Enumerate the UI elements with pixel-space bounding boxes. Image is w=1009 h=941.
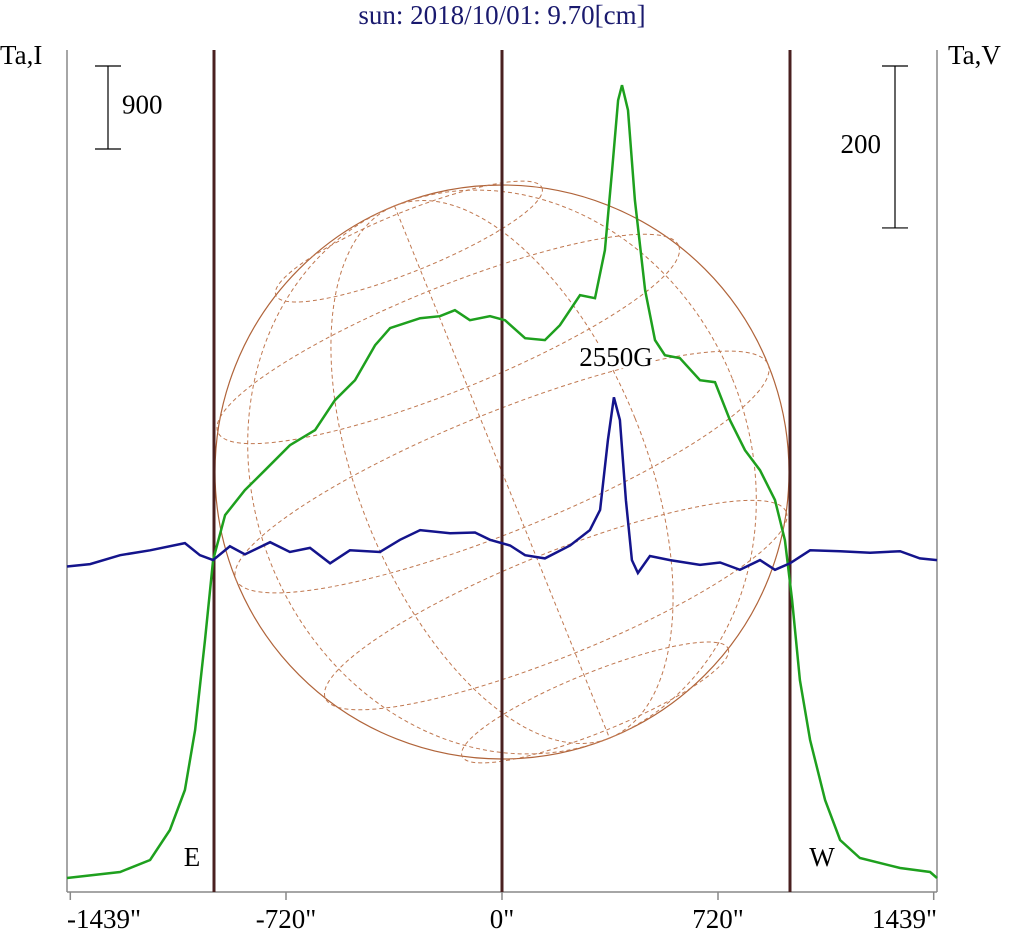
meridian [330,200,674,744]
annotation: E [184,842,201,872]
x-tick-label: -720" [256,904,317,934]
annotation: W [809,842,835,872]
x-tick-label: -1439" [67,904,141,934]
scale-bar-label: 200 [841,129,882,159]
parallel [274,180,543,303]
x-tick-label: 1439" [872,904,937,934]
annotation: 2550G [579,342,653,372]
x-tick-label: 720" [692,904,744,934]
series-line [66,396,938,576]
parallel [461,641,730,764]
series-line [66,84,938,880]
y2-axis-label: Ta,V [948,40,1001,70]
y-axis-label: Ta,I [0,40,42,70]
x-tick-label: 0" [490,904,515,934]
chart-title: sun: 2018/10/01: 9.70[cm] [358,0,645,30]
scale-bar-label: 900 [122,90,163,120]
